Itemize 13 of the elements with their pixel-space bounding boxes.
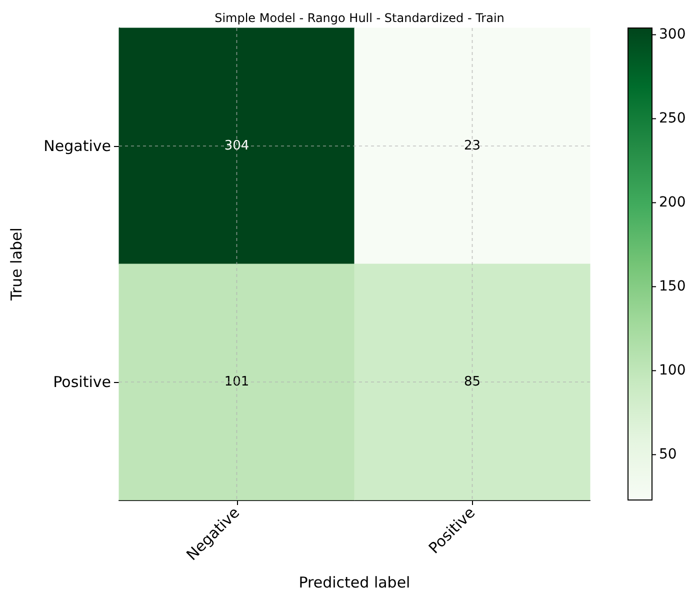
color-bar-label: 200 [659,194,686,211]
y-axis-title: True label [8,228,26,302]
x-axis-title: Predicted label [298,574,410,592]
data-label: 304 [224,138,250,154]
color-bar-label: 100 [659,362,686,379]
color-bar-label: 300 [659,26,686,43]
data-label: 85 [464,374,481,390]
chart-title: Simple Model - Rango Hull - Standardized - Train [214,11,504,25]
data-label: 101 [224,374,250,390]
color-bar-label: 250 [659,110,686,127]
color-bar-label: 150 [659,278,686,295]
color-bar-label: 50 [659,446,677,463]
data-label: 23 [464,138,481,154]
